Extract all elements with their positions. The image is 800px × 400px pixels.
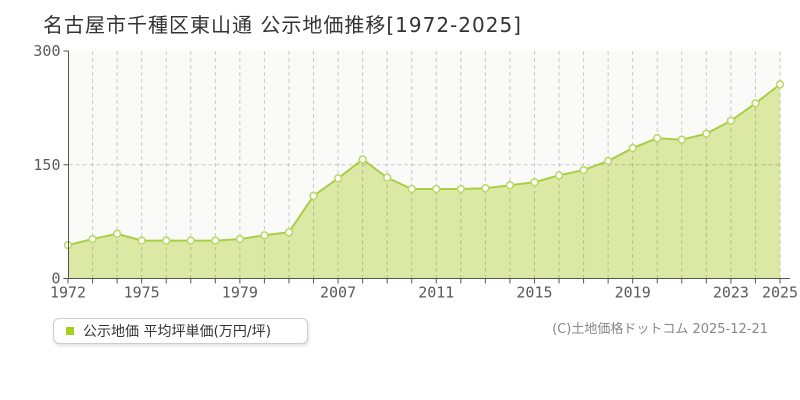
data-point: [260, 231, 269, 240]
data-point: [309, 191, 318, 201]
x-tick-label: 2023: [713, 284, 749, 302]
x-tick-label: 2011: [418, 284, 454, 302]
data-point: [530, 177, 539, 187]
data-point: [112, 229, 122, 238]
data-point: [407, 184, 416, 194]
data-point: [333, 174, 343, 183]
x-tick-label: 2015: [516, 284, 552, 302]
data-point: [554, 171, 564, 180]
data-point: [751, 99, 760, 108]
data-point: [579, 165, 588, 175]
copyright-text: (C)土地価格ドットコム 2025-12-21: [552, 322, 768, 337]
data-point: [284, 228, 294, 237]
x-tick-label: 2019: [615, 284, 651, 302]
data-point: [235, 234, 245, 244]
y-tick-label: 300: [33, 42, 60, 60]
x-tick-label: 1975: [124, 284, 160, 302]
x-tick-label: 1979: [222, 284, 258, 302]
data-point: [775, 80, 785, 89]
data-point: [358, 155, 367, 164]
data-point: [162, 236, 171, 245]
chart-title: 名古屋市千種区東山通 公示地価推移[1972-2025]: [43, 13, 522, 37]
y-tick-label: 0: [51, 270, 60, 288]
data-point: [603, 156, 613, 166]
legend-box: 公示地価 平均坪単価(万円/坪): [53, 318, 308, 344]
data-point: [382, 173, 392, 182]
x-tick-label: 2007: [320, 284, 356, 302]
legend-marker-square: [66, 327, 74, 335]
data-point: [88, 234, 97, 244]
data-point: [628, 143, 637, 153]
data-point: [726, 116, 736, 125]
data-point: [211, 236, 220, 245]
data-point: [137, 236, 146, 245]
data-point: [653, 134, 662, 143]
y-tick-label: 150: [33, 156, 60, 174]
x-tick-label: 1972: [50, 284, 86, 302]
area-fill: [68, 84, 780, 279]
data-point: [432, 184, 441, 194]
x-tick-label: 2025: [762, 284, 798, 302]
data-point: [481, 184, 490, 193]
legend-label: 公示地価 平均坪単価(万円/坪): [83, 324, 272, 340]
data-point: [677, 135, 686, 144]
data-point: [186, 236, 195, 245]
data-point: [456, 184, 466, 194]
data-point: [505, 181, 515, 190]
data-point: [702, 129, 711, 138]
